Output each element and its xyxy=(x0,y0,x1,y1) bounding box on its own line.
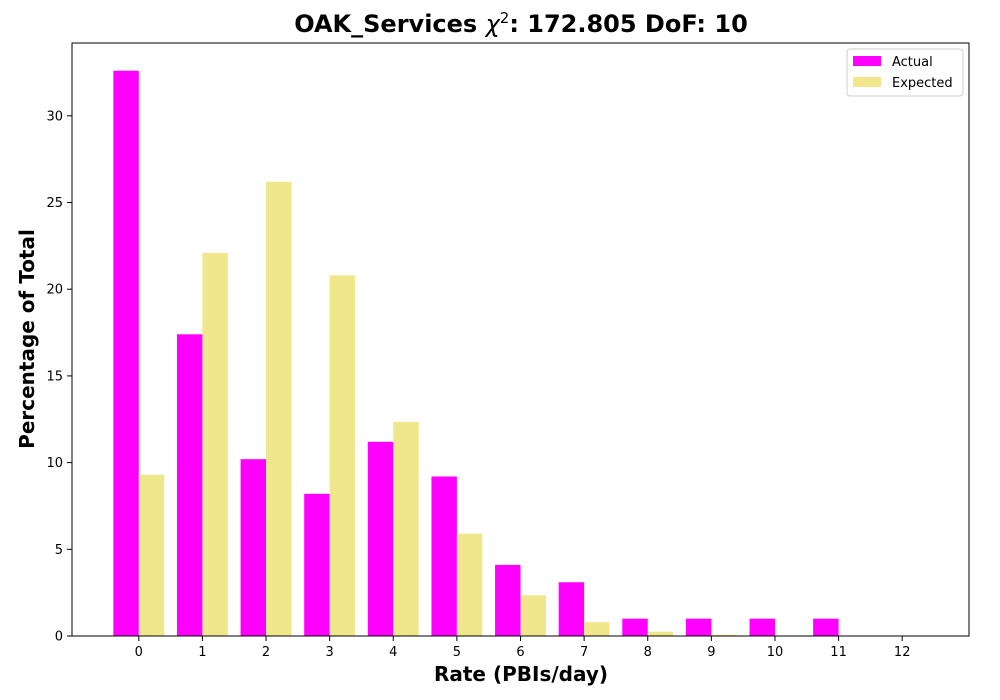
y-tick-label: 15 xyxy=(46,369,63,384)
y-tick-label: 5 xyxy=(55,543,63,558)
bar-expected-6 xyxy=(521,595,546,636)
bar-actual-9 xyxy=(686,619,711,636)
bar-actual-10 xyxy=(750,619,775,636)
bar-expected-4 xyxy=(393,422,418,636)
bar-expected-3 xyxy=(330,275,355,636)
bar-actual-2 xyxy=(241,459,266,636)
x-tick-label: 6 xyxy=(516,645,524,660)
x-tick-label: 10 xyxy=(767,645,784,660)
y-axis-ticks: 0 5 10 15 20 25 30 xyxy=(46,109,72,644)
bar-actual-0 xyxy=(113,71,138,636)
x-tick-label: 9 xyxy=(707,645,715,660)
bar-actual-11 xyxy=(813,619,838,636)
bar-actual-5 xyxy=(431,476,456,636)
x-tick-label: 8 xyxy=(644,645,652,660)
x-tick-label: 11 xyxy=(830,645,847,660)
bar-expected-8 xyxy=(648,632,673,636)
y-tick-label: 30 xyxy=(46,109,63,124)
bar-actual-8 xyxy=(622,619,647,636)
x-tick-label: 1 xyxy=(198,645,206,660)
y-axis-title: Percentage of Total xyxy=(15,229,39,449)
y-tick-label: 10 xyxy=(46,456,63,471)
y-tick-label: 0 xyxy=(55,630,63,645)
bar-expected-2 xyxy=(266,182,291,636)
x-tick-label: 4 xyxy=(389,645,397,660)
bar-actual-7 xyxy=(559,582,584,636)
x-axis-ticks: 0 1 2 3 4 5 6 7 8 9 10 11 12 xyxy=(135,636,911,660)
chart-title: OAK_Services χ2: 172.805 DoF: 10 xyxy=(294,9,748,38)
bar-actual-3 xyxy=(304,494,329,636)
bars-group xyxy=(113,71,838,636)
x-axis-title: Rate (PBIs/day) xyxy=(434,662,608,686)
bar-expected-7 xyxy=(584,622,609,636)
bar-actual-6 xyxy=(495,565,520,636)
legend-label-expected: Expected xyxy=(892,76,953,91)
bar-expected-0 xyxy=(139,475,164,636)
legend-swatch-expected xyxy=(853,77,881,87)
x-tick-label: 0 xyxy=(135,645,143,660)
x-tick-label: 2 xyxy=(262,645,270,660)
y-tick-label: 25 xyxy=(46,196,63,211)
bar-actual-1 xyxy=(177,334,202,636)
legend-swatch-actual xyxy=(853,56,881,66)
x-tick-label: 3 xyxy=(326,645,334,660)
bar-expected-5 xyxy=(457,534,482,636)
x-tick-label: 5 xyxy=(453,645,461,660)
x-tick-label: 12 xyxy=(894,645,911,660)
y-tick-label: 20 xyxy=(46,283,63,298)
bar-actual-4 xyxy=(368,442,393,636)
legend-label-actual: Actual xyxy=(892,55,933,70)
x-tick-label: 7 xyxy=(580,645,588,660)
bar-expected-1 xyxy=(202,253,227,636)
legend: Actual Expected xyxy=(847,49,963,96)
